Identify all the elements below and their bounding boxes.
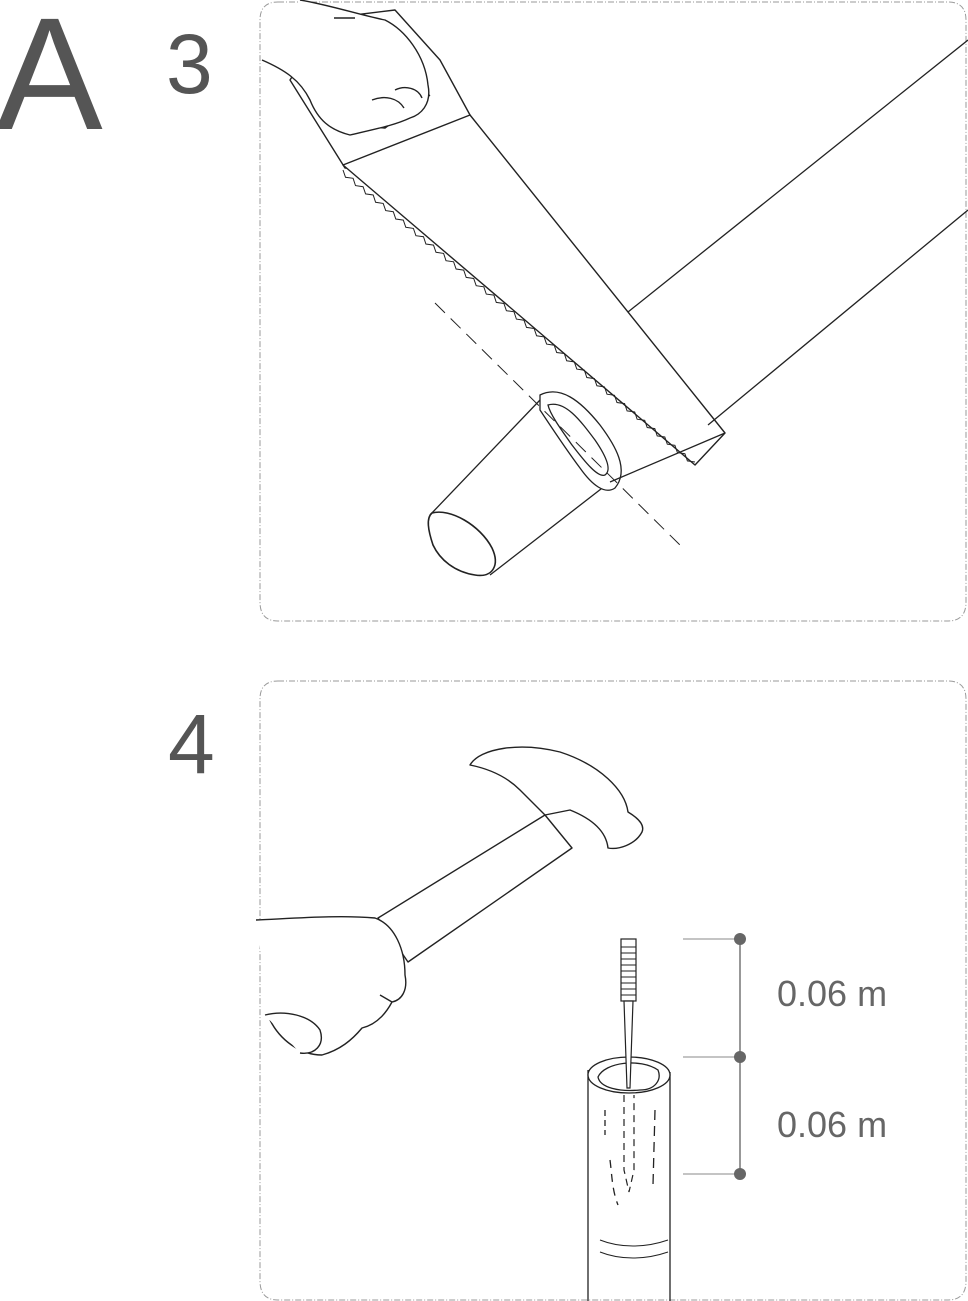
measurement-upper: 0.06 m — [777, 973, 888, 1014]
saw-teeth — [342, 169, 696, 463]
dimension-dot — [734, 1168, 746, 1180]
pipe-icon — [427, 39, 968, 577]
hammer-icon — [377, 746, 644, 963]
step-number-3: 3 — [166, 17, 213, 111]
step-number-4: 4 — [168, 697, 215, 791]
dimension-dot — [734, 933, 746, 945]
hand-icon — [261, 0, 430, 136]
nail-icon — [620, 938, 637, 1193]
step-3-frame — [259, 1, 967, 622]
hand-holding-hammer-icon — [255, 916, 407, 1056]
step-4-frame — [259, 680, 967, 1301]
dimension-dot — [734, 1051, 746, 1063]
dimension-markers — [683, 933, 746, 1180]
standing-pipe-icon — [587, 1056, 671, 1301]
cut-line — [434, 302, 684, 549]
measurement-lower: 0.06 m — [777, 1104, 888, 1145]
section-letter: A — [0, 0, 103, 163]
